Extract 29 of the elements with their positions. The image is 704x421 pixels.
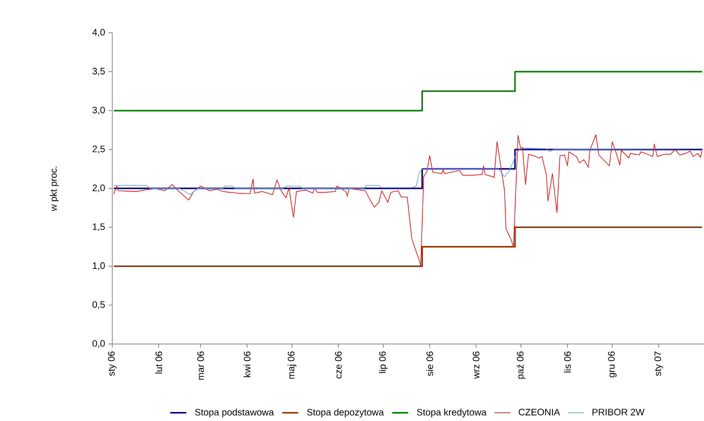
y-tick-label: 1,0 — [92, 262, 105, 270]
x-tick-label: lut 06 — [155, 352, 162, 374]
x-tick-label: wrz 06 — [472, 352, 480, 379]
y-tick-label: 0,0 — [92, 340, 105, 348]
y-axis-title: w pkt proc. — [50, 166, 59, 212]
x-tick-label: sty 07 — [654, 352, 663, 376]
y-tick-label: 2,5 — [92, 146, 105, 154]
x-tick-label: lip 06 — [378, 352, 388, 374]
x-tick-label: mar 06 — [197, 352, 204, 380]
y-tick-label: 4,0 — [92, 29, 105, 37]
x-tick-label: sie 06 — [426, 352, 434, 376]
x-tick-label: lis 06 — [564, 352, 571, 373]
legend-label: Stopa depozytowa — [307, 408, 384, 418]
x-tick-label: kwi 06 — [244, 352, 250, 378]
legend-label: PRIBOR 2W — [592, 408, 645, 416]
x-tick-label: sty 06 — [108, 352, 117, 376]
y-tick-label: 3,0 — [92, 106, 105, 115]
y-tick-label: 3,5 — [92, 68, 105, 76]
legend-label: Stopa kredytowa — [416, 408, 486, 418]
x-tick-label: cze 06 — [335, 352, 342, 379]
x-tick-label: gru 06 — [608, 352, 617, 378]
y-tick-label: 2,0 — [92, 184, 105, 192]
legend-label: Stopa podstawowa — [194, 408, 274, 418]
line-series — [113, 134, 702, 267]
legend-label: CZEONIA — [518, 408, 560, 416]
x-tick-label: paź 06 — [516, 352, 526, 379]
x-tick-label: maj 06 — [288, 352, 296, 379]
y-tick-label: 1,5 — [92, 224, 105, 232]
y-tick-label: 0,5 — [92, 301, 105, 310]
